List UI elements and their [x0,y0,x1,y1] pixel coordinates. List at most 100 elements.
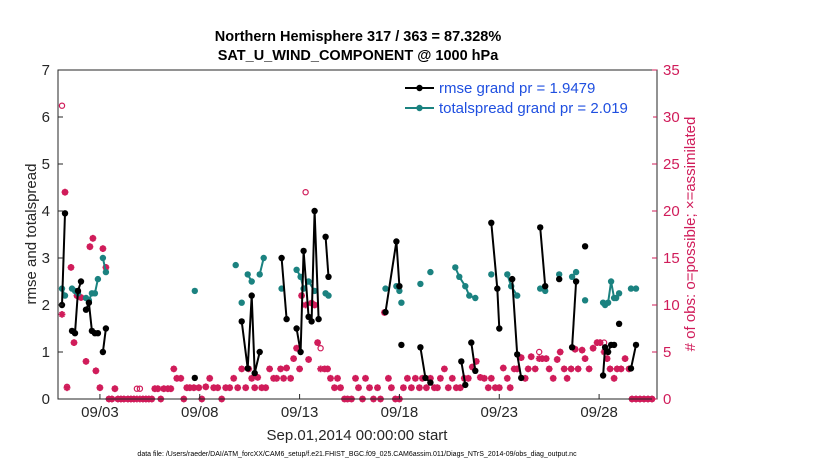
x-tick-label: 09/03 [81,404,119,421]
y-tick-label: 5 [42,156,50,173]
rmse-point [393,238,400,245]
rmse-point [311,207,318,215]
obs-assimilated-marker [388,384,395,392]
obs-assimilated-marker [596,339,604,346]
rmse-point [102,325,110,332]
obs-assimilated-marker [404,374,411,382]
legend-spread-marker [416,104,423,112]
x-axis-label: Sep.01,2014 00:00:00 start [267,427,449,444]
rmse-series-line [280,257,288,320]
spread-point [604,299,612,306]
spread-point [456,273,463,280]
obs-assimilated-marker [262,384,270,392]
rmse-point [305,313,312,320]
obs-assimilated-marker [617,365,625,373]
rmse-point [427,379,434,386]
rmse-series-line [324,236,330,277]
rmse-point [99,348,107,356]
obs-assimilated-marker [517,354,525,361]
rmse-point [422,374,429,382]
obs-assimilated-marker [491,384,499,392]
obs-assimilated-marker [173,374,181,382]
rmse-point [599,372,607,379]
y2-tick-label: 35 [663,62,680,79]
rmse-point [581,243,589,250]
y2-axis-label: # of obs: o=possible; ×=assimilated [682,117,699,352]
rmse-series-line [384,241,401,313]
x-axis-ticks: 09/03 09/08 09/13 09/18 09/23 09/28 [81,394,618,421]
rmse-point [632,341,640,349]
obs-assimilated-marker [277,365,284,373]
rmse-point [627,365,635,372]
y-tick-label: 4 [42,203,50,220]
legend: rmse grand pr = 1.9479 totalspread grand… [398,75,653,121]
x-tick-label: 09/13 [281,404,319,421]
obs-assimilated-marker [578,346,586,354]
spread-point [514,292,521,299]
obs-assimilated-marker [160,385,168,393]
spread-point [99,254,107,262]
obs-assimilated-marker [374,384,381,392]
obs-assimilated-marker [177,374,185,382]
obs-assimilated-marker [484,384,492,392]
rmse-point [458,358,465,365]
spread-point [427,268,434,276]
x-tick-label: 09/18 [381,404,419,421]
rmse-point [610,341,618,349]
obs-assimilated-marker [506,384,514,392]
obs-assimilated-marker [542,355,550,362]
obs-assimilated-marker [70,339,78,346]
rmse-series-line [630,344,637,369]
obs-assimilated-marker [92,367,100,375]
rmse-point [315,315,322,323]
obs-assimilated-marker [538,355,546,362]
spread-point [244,271,251,278]
obs-assimilated-marker [210,384,218,392]
rmse-point [293,325,300,332]
obs-assimilated-marker [362,374,369,382]
y-axis-label: rmse and totalspread [23,164,40,305]
obs-assimilated-marker [560,365,568,373]
rmse-point [601,344,609,351]
spread-point [462,283,469,290]
legend-spread-label: totalspread grand pr = 2.019 [439,100,628,117]
obs-assimilated-marker [423,384,430,392]
spread-point [568,273,576,280]
obs-assimilated-marker [314,339,321,346]
obs-assimilated-marker [206,374,214,382]
spread-point [61,292,69,299]
rmse-point [398,341,405,349]
spread-point [191,287,198,295]
obs-assimilated-marker [111,385,119,393]
obs-assimilated-marker [170,365,178,373]
obs-assimilated-marker [487,374,495,382]
obs-assimilated-marker [63,384,71,392]
spread-point [504,271,511,278]
rmse-point [518,374,525,382]
plot-frame [57,69,658,400]
obs-assimilated-marker [266,365,273,373]
spread-point [612,294,620,302]
obs-assimilated-marker [58,311,66,318]
rmse-point [325,273,332,280]
obs-assimilated-marker [495,384,503,392]
obs-assimilated-marker [503,374,511,382]
obs-assimilated-marker [556,348,564,356]
right-axis-ticks: 0 5 10 15 20 25 30 35 [652,62,680,408]
obs-assimilated-marker [581,355,589,362]
obs-assimilated-marker [437,374,444,382]
obs-assimilated-marker [553,356,561,363]
obs-assimilated-marker [280,374,287,382]
spread-point [472,294,479,302]
obs-assimilated-marker [613,365,621,373]
obs-assimilated-marker [589,344,597,352]
legend-rmse-marker [416,84,423,92]
obs-assimilated-marker [366,384,373,392]
rmse-point [488,219,495,226]
spread-point [248,278,255,285]
rmse-point [238,318,245,325]
obs-assimilated-marker [222,384,230,392]
obs-assimilated-marker [352,374,359,382]
rmse-point [542,283,549,290]
